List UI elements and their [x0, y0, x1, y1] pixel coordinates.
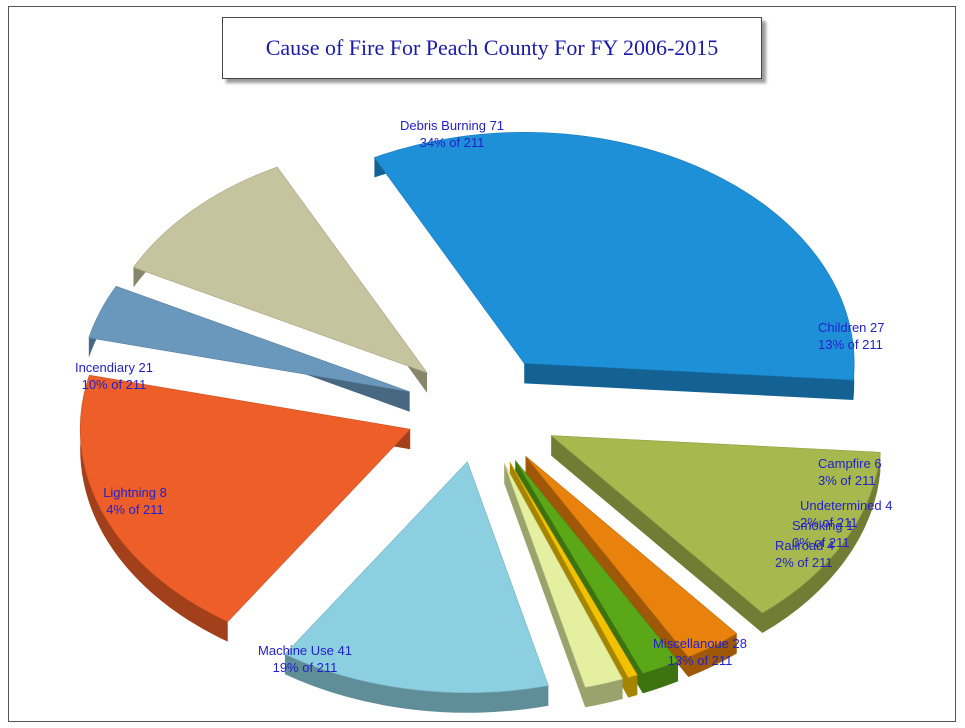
pie-slice-debris-burning	[373, 132, 855, 381]
pie-slice-side-smoking	[509, 461, 638, 698]
pie-slice-lightning	[88, 285, 410, 393]
slice-label-name-miscellanoue: Miscellanoue 28	[653, 636, 747, 651]
slice-label-pct-railroad: 2% of 211	[775, 555, 833, 570]
slice-label-pct-undetermined: 2% of 211	[800, 515, 858, 530]
slice-label-railroad: Railroad 4 2% of 211	[775, 538, 834, 570]
pie-slice-miscellanoue	[284, 461, 549, 694]
slice-label-name-smoking: Smoking 1	[792, 518, 853, 533]
slice-label-smoking: Smoking 1 0% of 211	[792, 518, 853, 550]
slice-label-incendiary: Incendiary 21 10% of 211	[75, 360, 153, 392]
pie-slice-smoking	[509, 461, 638, 678]
pie-slice-machine-use	[79, 374, 411, 623]
slice-label-machine-use: Machine Use 41 19% of 211	[258, 643, 352, 675]
slice-label-name-railroad: Railroad 4	[775, 538, 834, 553]
slice-label-lightning: Lightning 8 4% of 211	[103, 485, 167, 517]
slice-label-name-lightning: Lightning 8	[103, 485, 167, 500]
slice-label-debris-burning: Debris Burning 71 34% of 211	[400, 118, 504, 150]
pie-slice-railroad	[503, 463, 624, 688]
slice-label-children: Children 27 13% of 211	[818, 320, 885, 352]
pie-slice-incendiary	[132, 166, 428, 374]
slice-label-name-incendiary: Incendiary 21	[75, 360, 153, 375]
slice-label-pct-miscellanoue: 13% of 211	[668, 653, 733, 668]
chart-title: Cause of Fire For Peach County For FY 20…	[265, 35, 719, 60]
slice-label-name-debris-burning: Debris Burning 71	[400, 118, 504, 133]
slice-label-pct-campfire: 3% of 211	[818, 473, 876, 488]
slice-label-undetermined: Undetermined 4 2% of 211	[800, 498, 893, 530]
slice-label-miscellanoue: Miscellanoue 28 13% of 211	[653, 636, 747, 668]
slice-label-pct-debris-burning: 34% of 211	[420, 135, 485, 150]
slice-label-name-campfire: Campfire 6	[818, 456, 882, 471]
slice-label-pct-lightning: 4% of 211	[106, 502, 164, 517]
slice-label-pct-smoking: 0% of 211	[792, 535, 850, 550]
pie-slice-children	[550, 435, 881, 614]
slice-label-name-undetermined: Undetermined 4	[800, 498, 893, 513]
slice-label-pct-incendiary: 10% of 211	[82, 377, 147, 392]
slice-label-pct-machine-use: 19% of 211	[273, 660, 338, 675]
chart-title-box: Cause of Fire For Peach County For FY 20…	[222, 17, 762, 79]
pie-slice-campfire	[525, 455, 738, 658]
slice-label-name-children: Children 27	[818, 320, 885, 335]
slice-label-name-machine-use: Machine Use 41	[258, 643, 352, 658]
pie-slice-undetermined	[514, 460, 679, 674]
slice-label-pct-children: 13% of 211	[818, 337, 883, 352]
slice-label-campfire: Campfire 6 3% of 211	[818, 456, 882, 488]
